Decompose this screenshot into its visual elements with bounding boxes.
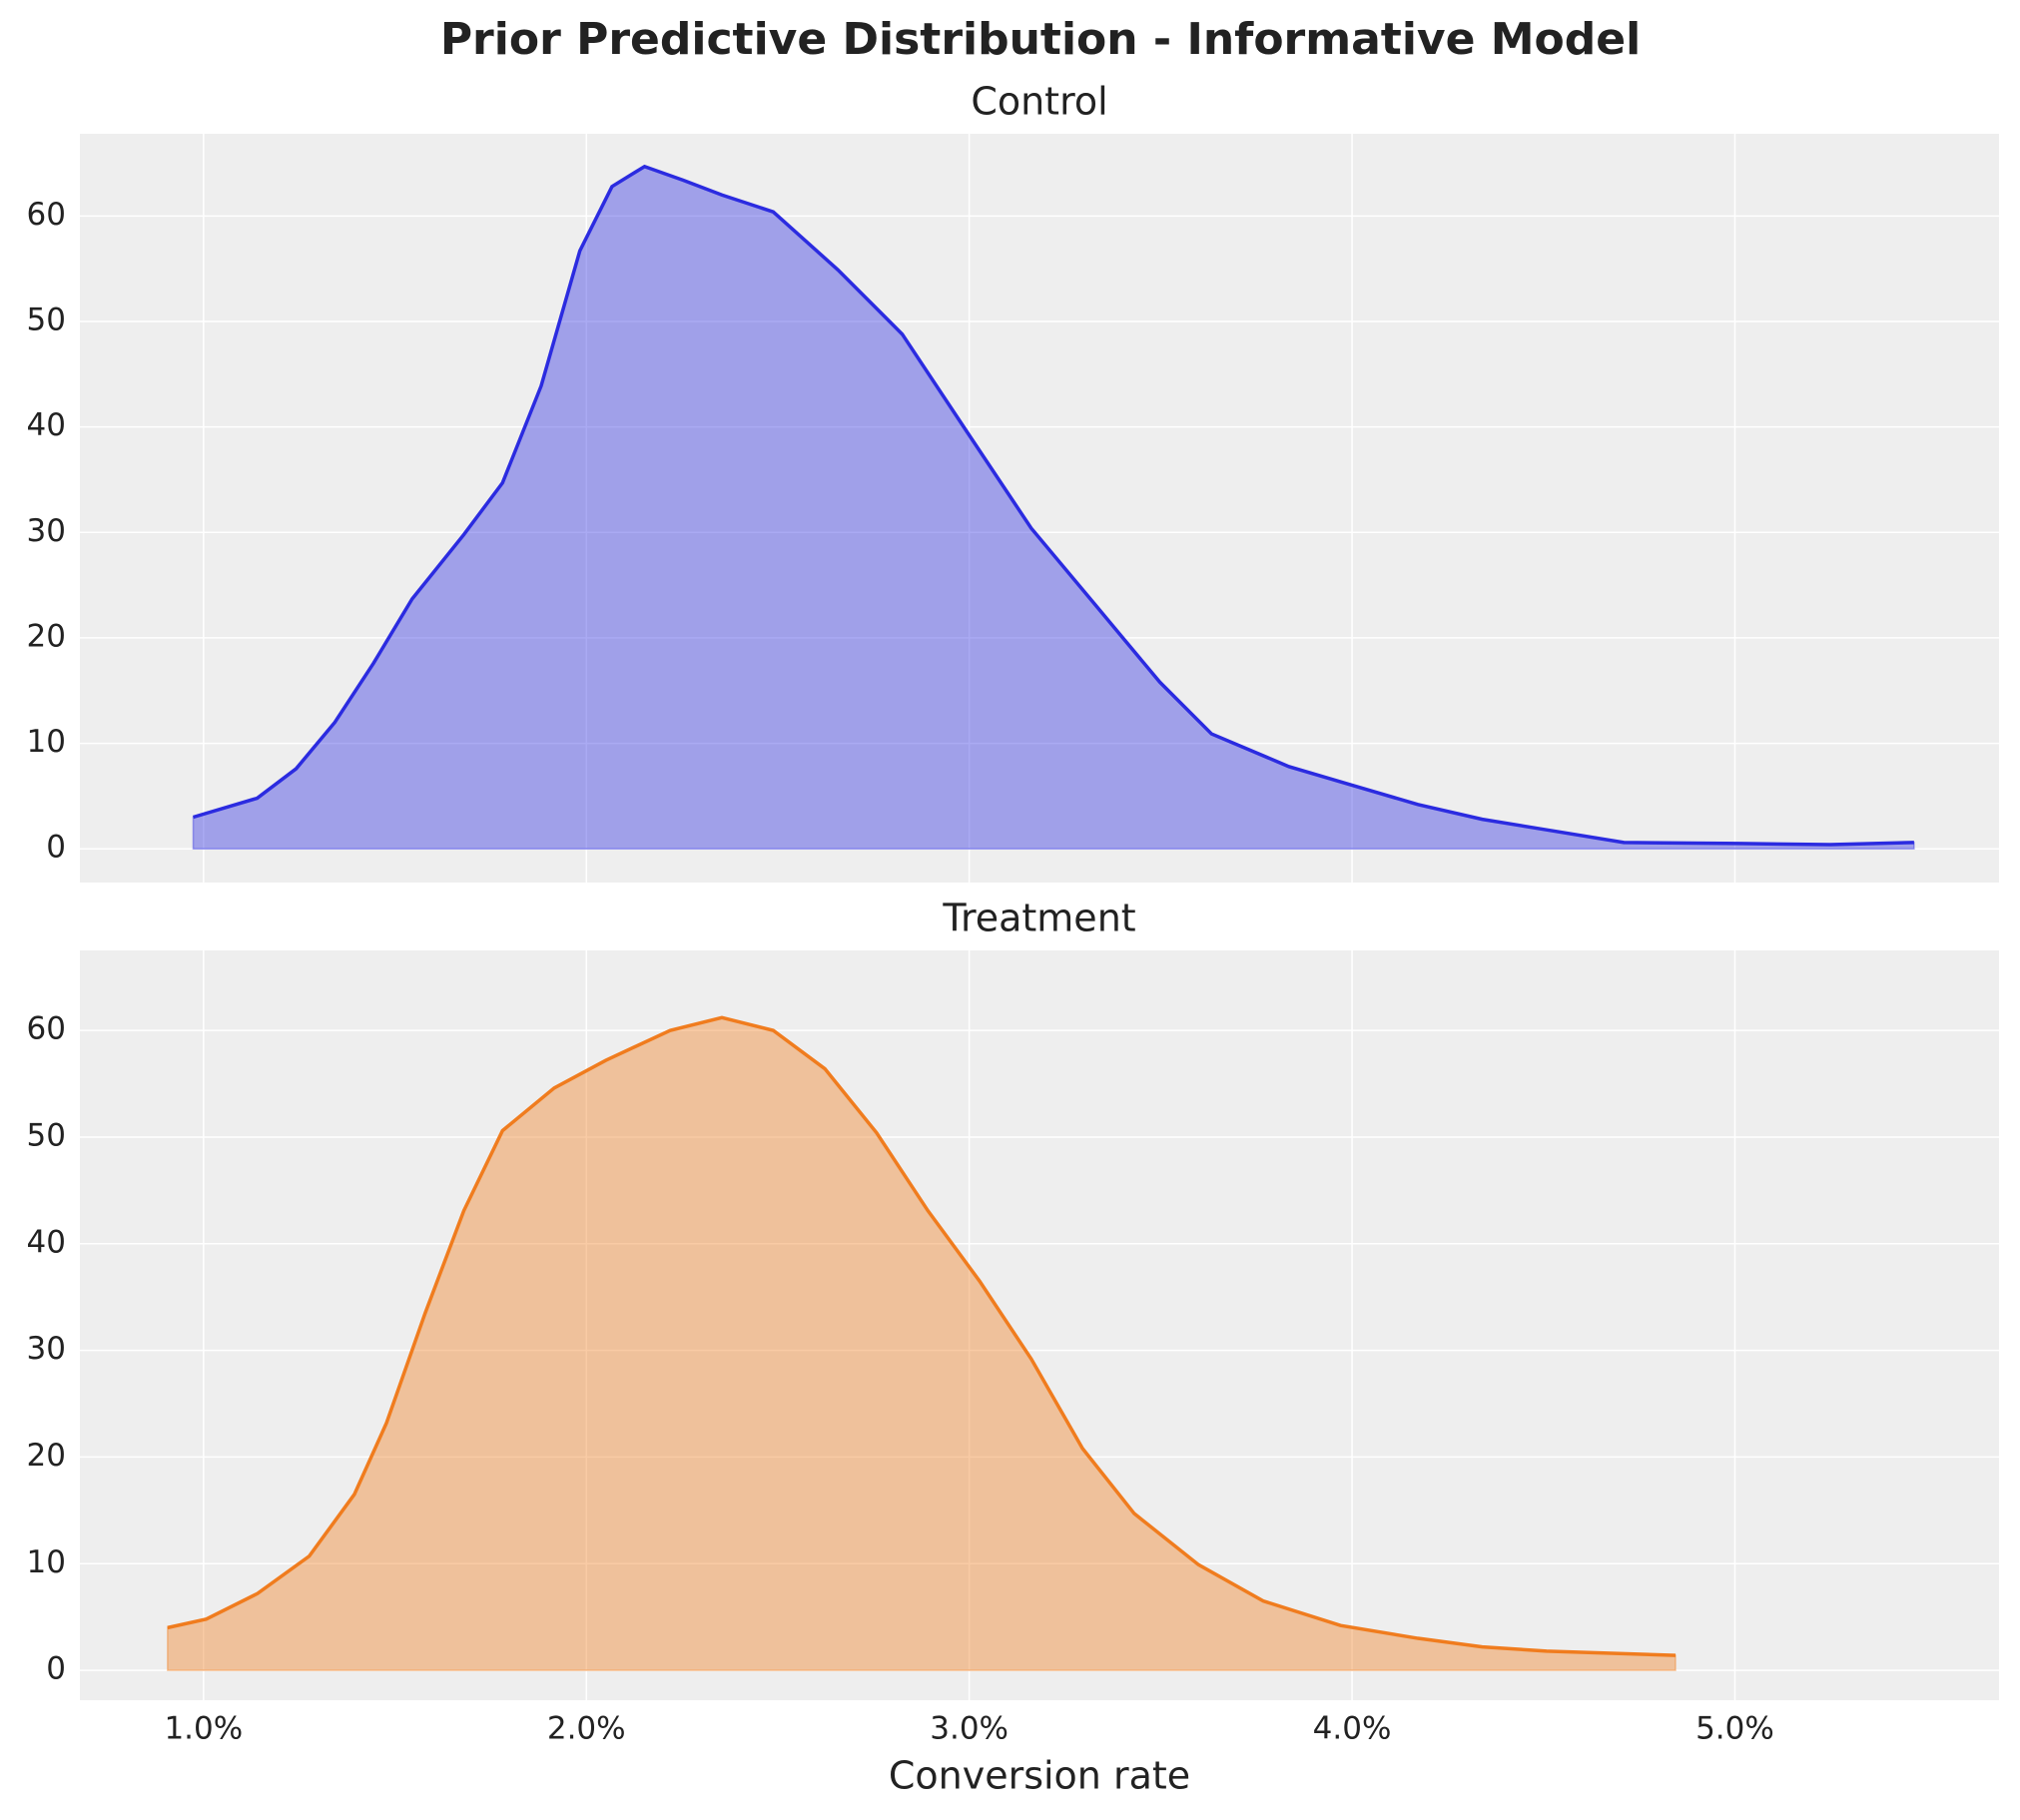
y-tick-label: 60: [27, 197, 66, 233]
density-line: [192, 164, 1914, 847]
y-tick-label: 30: [27, 513, 66, 549]
y-tick-label: 50: [27, 303, 66, 338]
x-tick-label: 1.0%: [164, 1711, 243, 1747]
figure-title: Prior Predictive Distribution - Informat…: [440, 14, 1641, 65]
y-tick-label: 60: [27, 1011, 66, 1047]
x-tick-label: 4.0%: [1313, 1711, 1392, 1747]
y-tick-label: 20: [27, 1438, 66, 1474]
x-tick-label: 5.0%: [1695, 1711, 1774, 1747]
y-tick-label: 0: [46, 830, 66, 866]
y-tick-label: 40: [27, 407, 66, 443]
y-tick-label: 30: [27, 1331, 66, 1367]
y-tick-label: 0: [46, 1651, 66, 1687]
panel-title: Control: [971, 80, 1107, 124]
plot-background: [80, 950, 1999, 1700]
y-tick-label: 10: [27, 724, 66, 760]
y-tick-label: 20: [27, 618, 66, 654]
x-axis-label: Conversion rate: [889, 1754, 1190, 1798]
plot-background: [80, 134, 1999, 883]
x-tick-label: 2.0%: [547, 1711, 626, 1747]
x-tick-label: 3.0%: [930, 1711, 1009, 1747]
density-line: [167, 1015, 1677, 1657]
panel-title: Treatment: [942, 897, 1135, 940]
y-tick-label: 10: [27, 1544, 66, 1580]
y-tick-label: 50: [27, 1117, 66, 1153]
y-tick-label: 40: [27, 1224, 66, 1260]
